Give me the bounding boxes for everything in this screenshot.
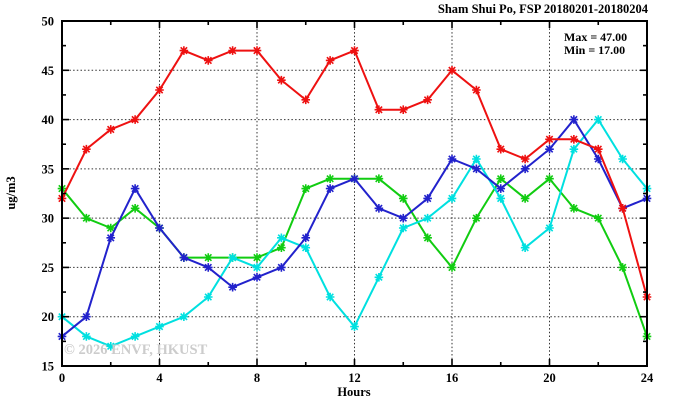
axis-layer bbox=[61, 20, 648, 367]
y-tick-label: 40 bbox=[42, 113, 55, 127]
watermark: © 2026 ENVF, HKUST bbox=[64, 342, 208, 358]
y-tick-label: 50 bbox=[42, 15, 55, 29]
chart-title: Sham Shui Po, FSP 20180201-20180204 bbox=[438, 2, 649, 16]
grid-layer bbox=[62, 21, 647, 366]
x-tick-label: 16 bbox=[446, 371, 459, 385]
y-tick-label: 25 bbox=[42, 261, 55, 275]
max-annotation: Max = 47.00 bbox=[564, 30, 627, 44]
series-blue-line bbox=[61, 118, 648, 338]
x-tick-label: 12 bbox=[348, 371, 361, 385]
x-axis-label: Hours bbox=[337, 385, 370, 399]
y-tick-label: 20 bbox=[42, 310, 55, 324]
min-annotation: Min = 17.00 bbox=[564, 43, 625, 57]
y-axis-label: ug/m3 bbox=[4, 176, 18, 209]
y-tick-label: 35 bbox=[42, 162, 55, 176]
x-tick-label: 20 bbox=[543, 371, 556, 385]
tick-label-layer: 0 4 8 12 16 20 24 15 20 25 30 35 40 45 50 bbox=[42, 15, 655, 386]
y-tick-label: 45 bbox=[42, 64, 55, 78]
y-tick-label: 30 bbox=[42, 212, 55, 226]
y-tick-label: 15 bbox=[42, 360, 55, 374]
x-tick-label: 8 bbox=[254, 371, 260, 385]
x-tick-label: 0 bbox=[59, 371, 65, 385]
x-tick-label: 24 bbox=[641, 371, 654, 385]
x-tick-label: 4 bbox=[156, 371, 163, 385]
